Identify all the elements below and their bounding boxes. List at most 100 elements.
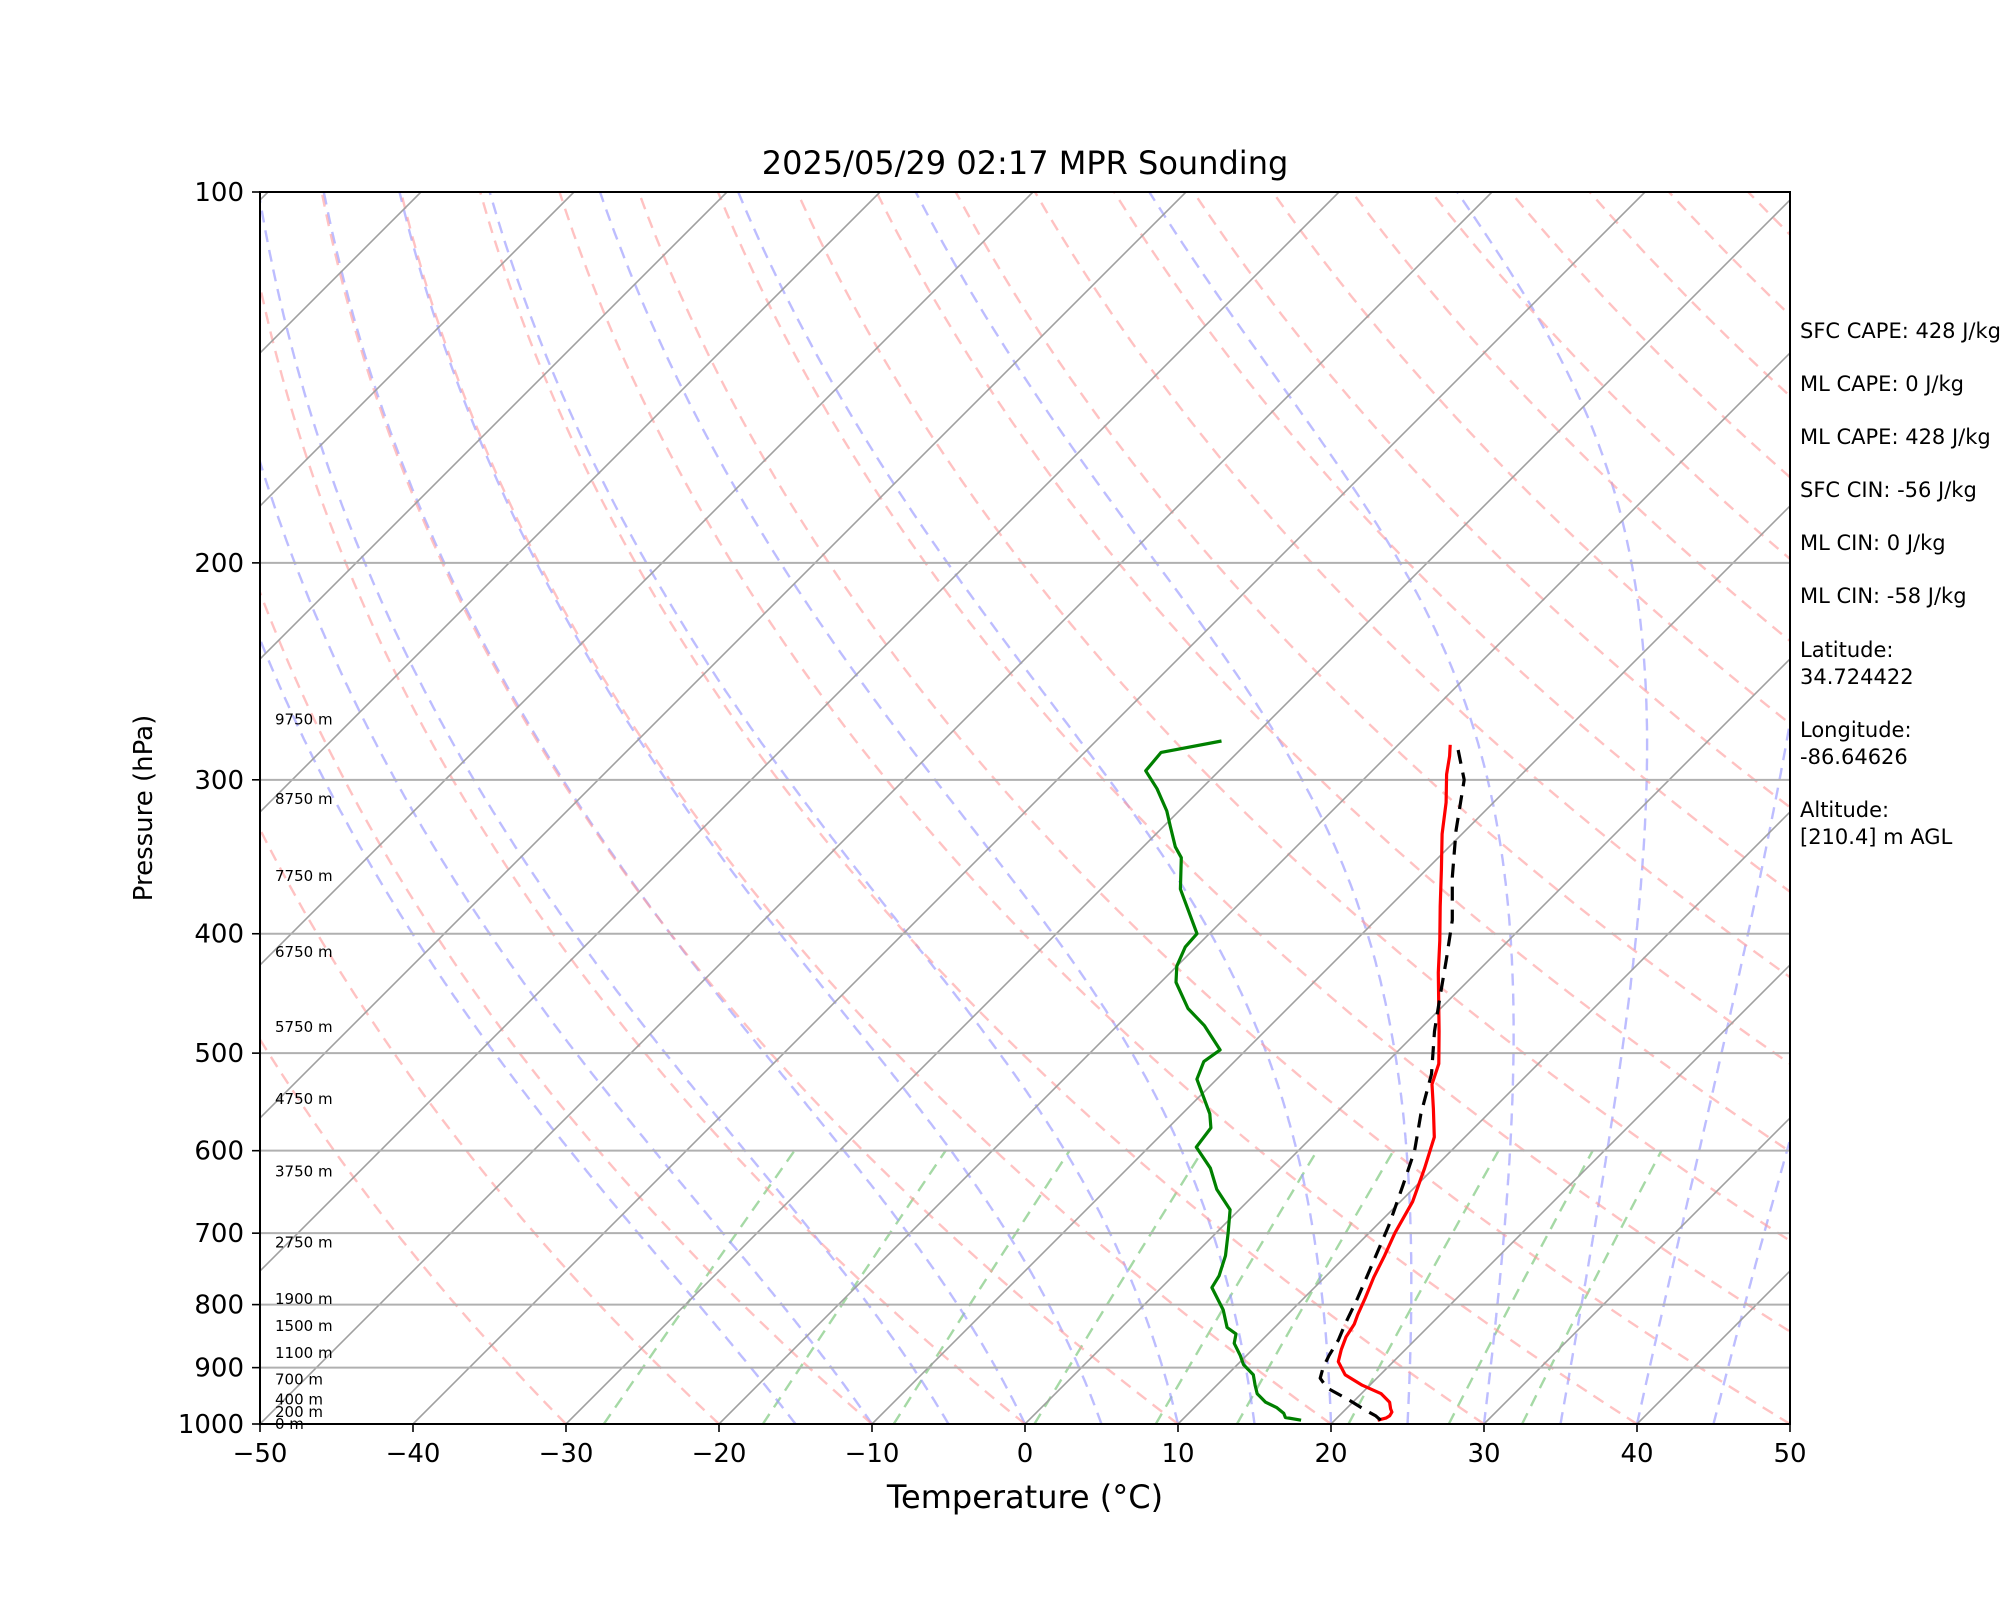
parcel-profile-line [1318, 742, 1466, 1422]
x-axis-ticks: −50 −40 −30 −20 −10 0 10 20 30 40 50 [233, 1424, 1807, 1469]
isotherm--20 [718, 351, 1790, 1424]
dry-adiabat [399, 192, 1332, 1424]
dry-adiabat [1192, 192, 1790, 809]
y-tick-label: 300 [194, 766, 244, 796]
dry-adiabat [1033, 192, 1790, 979]
dry-adiabat [320, 192, 1179, 1424]
moist-adiabat [488, 192, 1180, 1424]
mixing-ratio-line [1235, 1150, 1395, 1424]
y-axis-label: Pressure (hPa) [129, 715, 159, 902]
dry-adiabat [796, 192, 1790, 1243]
mixing-ratio-lines [602, 1150, 1663, 1424]
isotherm-30 [1483, 1116, 1790, 1424]
y-tick-label: 100 [194, 178, 244, 208]
sounding-profiles [1144, 739, 1466, 1422]
x-tick-label: 30 [1467, 1439, 1500, 1469]
ml-cape-text-2: ML CAPE: 428 J/kg [1800, 425, 1991, 449]
x-tick-label: 50 [1773, 1439, 1806, 1469]
latitude-value: 34.724422 [1800, 665, 1914, 689]
x-tick-label: −50 [233, 1439, 288, 1469]
dry-adiabat [558, 192, 1638, 1424]
dry-adiabat [260, 280, 1026, 1424]
isotherm--110 [260, 192, 575, 508]
mixing-ratio-line [892, 1150, 1071, 1424]
moist-adiabat [1148, 192, 1515, 1424]
x-tick-label: −10 [845, 1439, 900, 1469]
height-label: 200 m [275, 1403, 323, 1421]
x-tick-label: 10 [1161, 1439, 1194, 1469]
latitude-label: Latitude: [1800, 638, 1894, 662]
mixing-ratio-line [602, 1150, 796, 1424]
altitude-value: [210.4] m AGL [1800, 825, 1953, 849]
mixing-ratio-line [1447, 1150, 1594, 1424]
mixing-ratio-line [1347, 1150, 1500, 1424]
dry-adiabat [1351, 192, 1790, 643]
altitude-label: Altitude: [1800, 798, 1889, 822]
dry-adiabat [716, 192, 1790, 1333]
isotherm-10 [1177, 810, 1790, 1424]
x-axis-label: Temperature (°C) [886, 1478, 1163, 1516]
moist-adiabat [737, 192, 1333, 1424]
chart-title: 2025/05/29 02:17 MPR Sounding [762, 144, 1289, 182]
y-tick-label: 200 [194, 549, 244, 579]
longitude-label: Longitude: [1800, 718, 1912, 742]
mixing-ratio-line [1154, 1150, 1319, 1424]
dry-adiabat [1430, 192, 1790, 561]
moist-adiabat [322, 192, 1027, 1424]
y-tick-label: 1000 [178, 1410, 244, 1440]
ml-cin-text-2: ML CIN: -58 J/kg [1800, 584, 1967, 608]
height-label: 5750 m [275, 1018, 333, 1036]
isotherm--60 [260, 192, 1340, 1273]
mixing-ratio-line [761, 1150, 947, 1424]
moist-adiabat [260, 457, 874, 1424]
y-tick-label: 900 [194, 1354, 244, 1384]
height-label: 6750 m [275, 943, 333, 961]
height-label: 1900 m [275, 1290, 333, 1308]
mixing-ratio-line [1033, 1150, 1204, 1424]
moist-adiabat [1635, 715, 1790, 1424]
dry-adiabat [260, 826, 720, 1424]
isotherm--50 [260, 192, 1493, 1424]
y-tick-label: 600 [194, 1137, 244, 1167]
isotherm-lines [260, 192, 1790, 1424]
isotherm--80 [260, 192, 1034, 967]
moist-adiabat [1712, 1135, 1790, 1424]
height-label: 8750 m [275, 790, 333, 808]
isotherm--70 [260, 192, 1187, 1120]
dewpoint-line [1144, 739, 1302, 1422]
x-tick-label: −40 [386, 1439, 441, 1469]
x-tick-label: 0 [1017, 1439, 1034, 1469]
dry-adiabat [1113, 192, 1790, 894]
x-tick-label: 20 [1314, 1439, 1347, 1469]
ml-cape-text-1: ML CAPE: 0 J/kg [1800, 372, 1964, 396]
y-tick-label: 500 [194, 1039, 244, 1069]
moist-adiabat [398, 192, 1103, 1424]
height-label: 2750 m [275, 1233, 333, 1251]
isobar-lines [260, 561, 1790, 1369]
moist-adiabats [260, 192, 1790, 1424]
height-label: 400 m [275, 1390, 323, 1408]
dry-adiabat [260, 589, 873, 1424]
y-axis-ticks: 100 200 300 400 500 600 700 800 900 1000 [178, 178, 260, 1440]
y-tick-label: 800 [194, 1291, 244, 1321]
plot-area [260, 192, 1790, 1424]
dry-adiabat [479, 192, 1485, 1424]
x-tick-label: −20 [692, 1439, 747, 1469]
height-label: 7750 m [275, 867, 333, 885]
moist-adiabat [914, 192, 1413, 1424]
moist-adiabat [598, 192, 1256, 1424]
isotherm--40 [412, 192, 1646, 1424]
ml-cin-text-1: ML CIN: 0 J/kg [1800, 531, 1946, 555]
info-panel: SFC CAPE: 428 J/kg ML CAPE: 0 J/kg ML CA… [1800, 319, 2000, 849]
x-tick-label: 40 [1620, 1439, 1653, 1469]
y-tick-label: 400 [194, 920, 244, 950]
dry-adiabat [637, 192, 1790, 1424]
sfc-cin-text: SFC CIN: -56 J/kg [1800, 478, 1977, 502]
isotherm--100 [260, 192, 728, 661]
sfc-cape-text: SFC CAPE: 428 J/kg [1800, 319, 2000, 343]
height-label: 3750 m [275, 1163, 333, 1181]
y-tick-label: 700 [194, 1219, 244, 1249]
isotherm--10 [871, 504, 1790, 1424]
